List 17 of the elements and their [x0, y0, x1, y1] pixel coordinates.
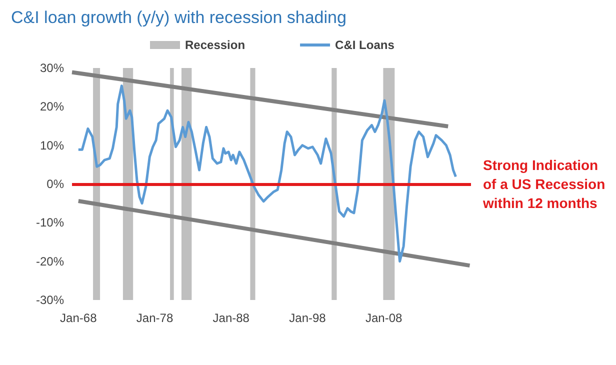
x-tick-label: Jan-68 — [60, 311, 98, 325]
legend-label: C&I Loans — [335, 38, 395, 52]
y-tick-label: -10% — [36, 216, 64, 230]
x-tick-label: Jan-98 — [289, 311, 326, 325]
y-tick-label: -20% — [36, 254, 64, 268]
y-tick-label: 30% — [40, 61, 64, 75]
line-series — [77, 84, 457, 263]
y-tick-label: 20% — [40, 100, 64, 114]
x-tick-label: Jan-78 — [136, 311, 174, 325]
x-tick-label: Jan-88 — [212, 311, 250, 325]
y-tick-label: -30% — [36, 293, 64, 307]
y-tick-label: 10% — [40, 138, 64, 152]
x-tick-label: Jan-08 — [365, 311, 403, 325]
legend-label: Recession — [185, 38, 246, 52]
ref-line-label: Strong Indication of a US Recession within 12 months — [482, 157, 610, 211]
chart-title: C&I loan growth (y/y) with recession shading — [11, 8, 346, 27]
y-tick-label: 0% — [46, 177, 64, 191]
